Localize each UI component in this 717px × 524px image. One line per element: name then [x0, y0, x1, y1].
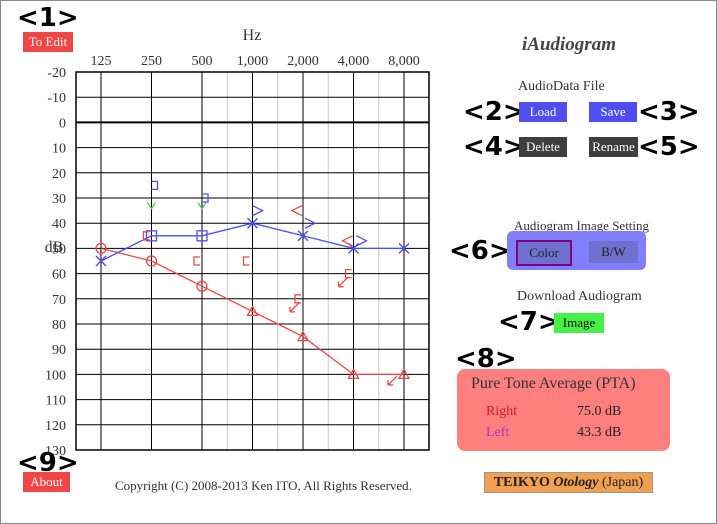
load-button[interactable]: Load [519, 102, 567, 122]
x-tick-label: 500 [192, 54, 213, 69]
x-tick-label: 125 [91, 54, 112, 69]
y-tick-label: -10 [47, 91, 66, 106]
pta-left-value: 43.3 dB [577, 425, 622, 440]
callout-1: <1> [17, 3, 79, 33]
bone-conduction-mark [151, 180, 159, 191]
data-point-triangle [397, 368, 411, 380]
bone-conduction-mark [242, 256, 250, 266]
data-point-square [145, 230, 158, 242]
download-label: Download Audiogram [517, 289, 642, 304]
color-button[interactable]: Color [516, 240, 572, 266]
bone-conduction-mark [193, 256, 200, 266]
x-axis-label: Hz [243, 27, 262, 44]
x-tick-label: 8,000 [388, 54, 420, 69]
bone-conduction-mark [356, 235, 368, 247]
x-tick-label: 250 [141, 54, 162, 69]
y-tick-label: 130 [45, 444, 66, 459]
x-tick-label: 1,000 [237, 54, 269, 69]
x-tick-label: 4,000 [338, 54, 370, 69]
x-tick-label: 2,000 [287, 54, 319, 69]
y-axis-label: dB [45, 239, 64, 256]
data-point-square [196, 230, 208, 242]
y-tick-label: 50 [52, 242, 66, 257]
y-tick-label: 70 [52, 293, 66, 308]
data-point-cross [95, 255, 107, 267]
y-tick-label: 100 [45, 368, 66, 383]
bone-conduction-mark [294, 294, 301, 304]
y-tick-label: 40 [52, 217, 66, 232]
teikyo-suffix: (Japan) [601, 475, 644, 490]
data-point-circle [145, 255, 158, 267]
callout-2: <2> [463, 97, 525, 127]
y-tick-label: 90 [52, 343, 66, 358]
series-line-1 [201, 285, 404, 376]
image-setting-label: Audiogram Image Setting [514, 218, 650, 233]
pta-title: Pure Tone Average (PTA) [471, 375, 636, 392]
y-tick-label: 10 [52, 142, 66, 157]
copyright-text: Copyright (C) 2008-2013 Ken ITO, All Rig… [115, 478, 412, 493]
y-tick-label: -20 [47, 66, 66, 81]
bone-conduction-mark [202, 193, 209, 203]
delete-button[interactable]: Delete [519, 137, 567, 157]
scale-out-arrow [289, 302, 300, 313]
y-tick-label: 60 [52, 268, 66, 283]
masking-mark [197, 202, 207, 210]
bone-conduction-mark [304, 217, 317, 229]
callout-8: <8> [455, 344, 517, 374]
callout-6: <6> [449, 236, 511, 266]
bone-conduction-mark [252, 205, 264, 217]
data-point-cross [297, 230, 309, 242]
rename-button[interactable]: Rename [589, 137, 638, 157]
teikyo-badge[interactable]: TEIKYO Otology (Japan) [484, 472, 653, 493]
y-tick-label: 120 [45, 419, 66, 434]
save-button[interactable]: Save [589, 102, 637, 122]
scale-out-arrow [337, 277, 348, 288]
app-title: iAudiogram [522, 34, 616, 55]
pta-left-label: Left [486, 425, 510, 440]
y-tick-label: 110 [46, 394, 66, 409]
bw-button[interactable]: B/W [589, 241, 638, 263]
about-button[interactable]: About [23, 472, 70, 492]
y-tick-label: 30 [52, 192, 66, 207]
bone-conduction-mark [344, 268, 352, 279]
bone-conduction-mark [341, 235, 353, 247]
callout-9: <9> [17, 448, 79, 478]
pta-panel [457, 369, 670, 451]
data-point-circle [196, 280, 208, 292]
callout-4: <4> [463, 132, 525, 162]
masking-mark [146, 202, 157, 210]
data-point-cross [247, 217, 258, 229]
pta-right-label: Right [486, 404, 518, 419]
data-point-triangle [347, 368, 360, 380]
data-point-cross [398, 242, 410, 254]
callout-3: <3> [638, 97, 700, 127]
plot-border [75, 71, 430, 451]
image-button[interactable]: Image [554, 313, 604, 333]
teikyo-brand: TEIKYO [493, 475, 550, 490]
callout-5: <5> [638, 132, 700, 162]
to-edit-button[interactable]: To Edit [23, 32, 73, 52]
data-point-triangle [296, 330, 310, 342]
bone-conduction-mark [142, 231, 150, 241]
teikyo-otology: Otology [553, 475, 599, 490]
data-point-circle [95, 242, 107, 255]
audiodata-file-label: AudioData File [518, 79, 605, 94]
scale-out-arrow [387, 375, 398, 386]
pta-right-value: 75.0 dB [577, 404, 622, 419]
callout-7: <7> [498, 307, 560, 337]
bone-conduction-mark [290, 205, 303, 217]
data-point-triangle [246, 305, 259, 317]
y-tick-label: 0 [59, 116, 66, 131]
y-tick-label: 20 [52, 167, 66, 182]
y-tick-label: 80 [52, 318, 66, 333]
